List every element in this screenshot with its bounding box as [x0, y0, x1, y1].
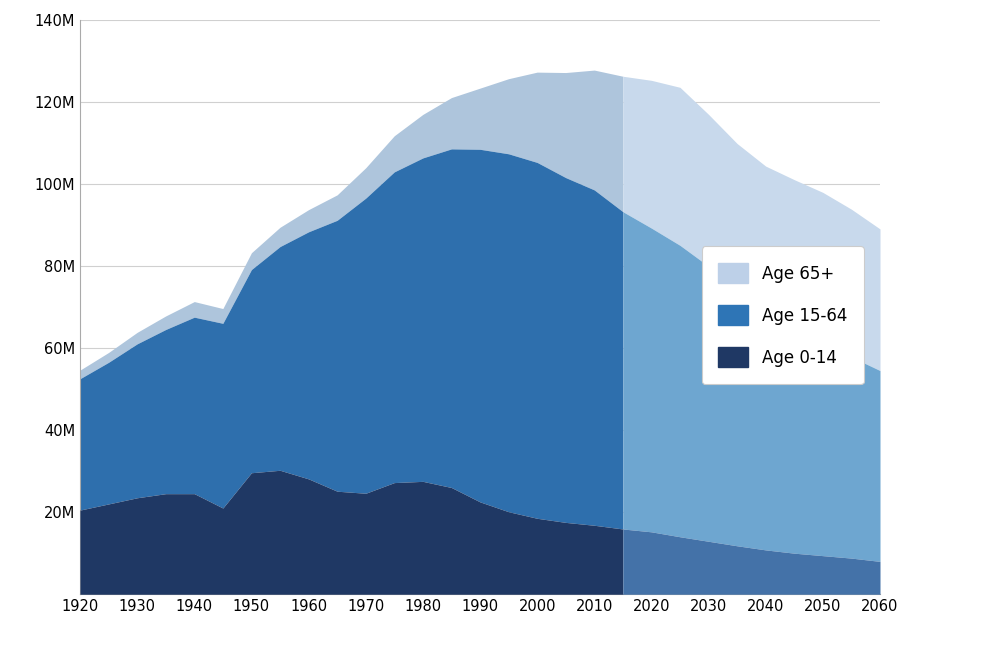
Legend: Age 65+, Age 15-64, Age 0-14: Age 65+, Age 15-64, Age 0-14 — [702, 246, 864, 384]
